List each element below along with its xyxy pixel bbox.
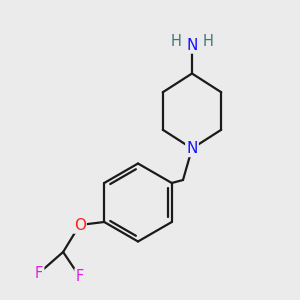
Text: N: N [186,141,198,156]
Text: F: F [35,266,43,280]
Text: H: H [171,34,182,49]
Text: F: F [76,269,84,284]
Text: H: H [202,34,213,49]
Text: N: N [186,38,198,52]
Text: O: O [74,218,86,232]
